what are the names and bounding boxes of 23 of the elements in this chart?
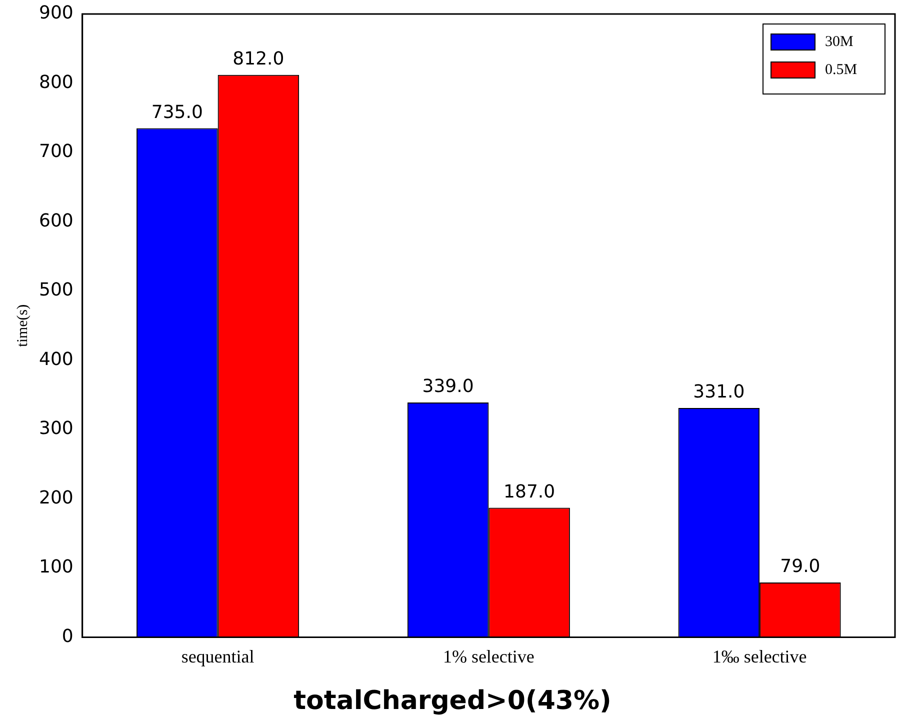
x-tick-label: sequential [181,646,254,667]
x-tick-label: 1‰ selective [712,646,807,667]
data-label: 331.0 [693,382,745,403]
data-label: 735.0 [151,102,203,123]
y-tick-label: 100 [38,556,74,578]
y-tick-label: 500 [38,280,74,301]
y-tick-label: 800 [38,72,74,93]
y-tick-label: 300 [38,418,74,440]
y-tick-label: 200 [38,487,74,508]
data-label: 339.0 [422,376,474,398]
y-tick-label: 900 [38,2,74,24]
y-tick-label: 700 [38,141,74,162]
y-axis-title: time(s) [14,304,31,347]
text: totalCharged>0(43%) [294,686,612,716]
y-tick-label: 0 [62,626,74,647]
y-tick-label: 600 [38,210,74,232]
data-label: 187.0 [504,481,556,502]
x-tick-label: 1% selective [442,646,534,667]
data-label: 812.0 [232,48,284,70]
y-tick-label: 400 [38,348,74,370]
legend-label: 30M [825,34,854,50]
data-label: 79.0 [780,556,820,578]
legend-label: 0.5M [825,62,858,78]
